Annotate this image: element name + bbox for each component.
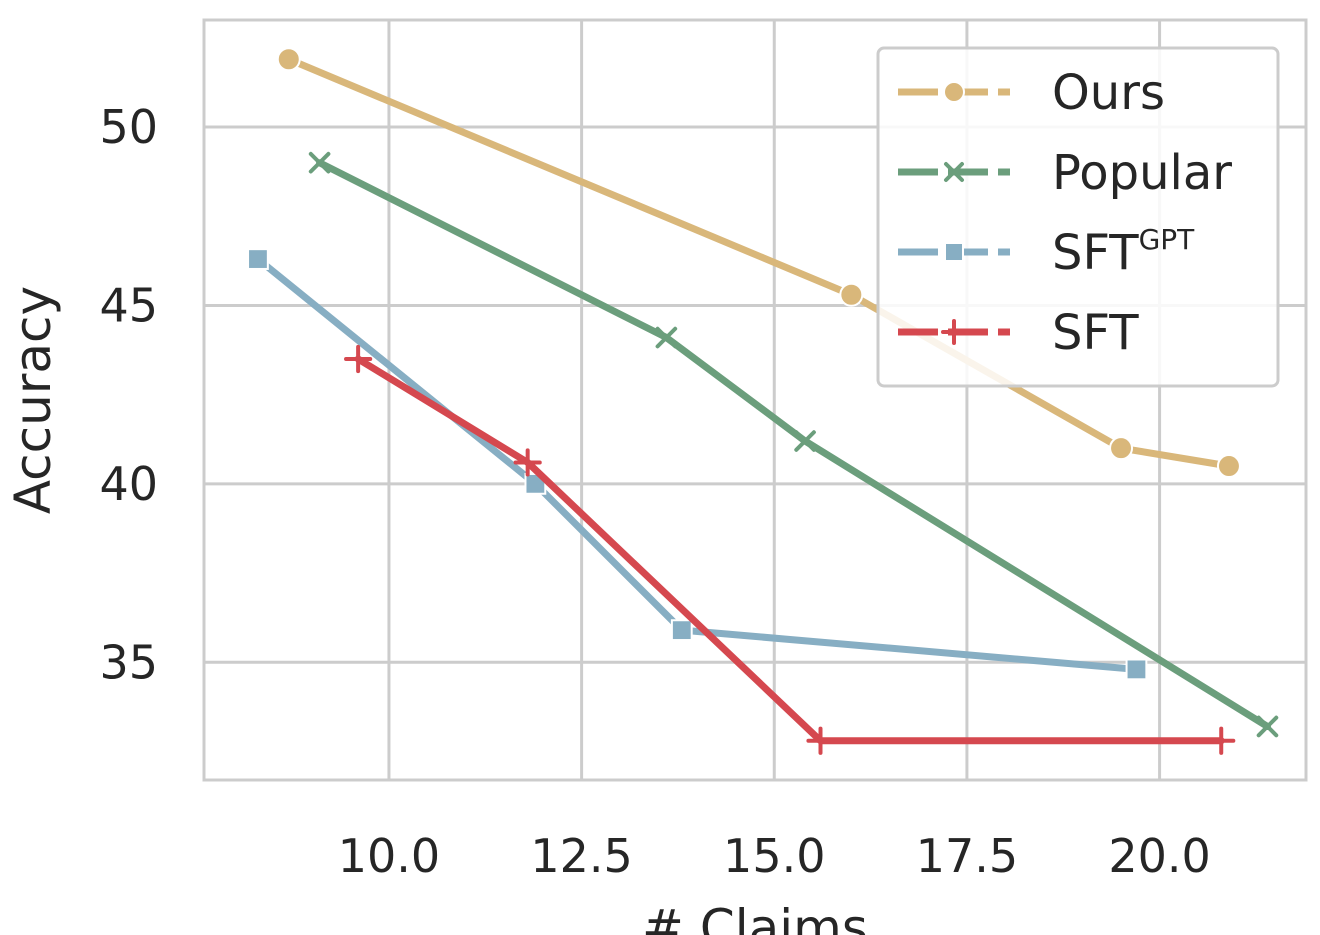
series-line bbox=[316, 159, 1271, 730]
data-point bbox=[1256, 715, 1279, 738]
y-axis-title: Accuracy bbox=[4, 286, 62, 514]
legend-label: Popular bbox=[1052, 145, 1232, 201]
data-point bbox=[794, 430, 816, 452]
x-tick-labels: 10.0 12.5 15.0 17.5 20.0 bbox=[338, 829, 1211, 883]
data-point bbox=[1125, 658, 1148, 681]
data-point bbox=[839, 282, 864, 307]
y-tick-labels: 35 40 45 50 bbox=[99, 100, 158, 689]
data-point bbox=[655, 326, 678, 349]
series-2 bbox=[308, 151, 1279, 738]
legend-label: SFT bbox=[1052, 305, 1139, 361]
legend: Ours Popular SFTGPT SFT bbox=[876, 46, 1280, 388]
legend-swatch-marker bbox=[941, 319, 967, 345]
series-4 bbox=[344, 344, 1236, 755]
y-tick-label: 50 bbox=[99, 100, 158, 154]
y-tick-label: 45 bbox=[99, 278, 158, 332]
legend-item: SFTGPT bbox=[898, 223, 1195, 281]
data-point bbox=[670, 619, 693, 642]
series-line bbox=[354, 355, 1225, 745]
data-point bbox=[806, 726, 835, 755]
x-tick-label: 20.0 bbox=[1108, 829, 1210, 883]
y-tick-label: 35 bbox=[99, 635, 158, 689]
x-tick-label: 12.5 bbox=[530, 829, 632, 883]
data-point bbox=[308, 151, 331, 174]
legend-item: SFT bbox=[898, 305, 1139, 361]
data-point bbox=[247, 248, 269, 270]
legend-label: SFTGPT bbox=[1052, 223, 1195, 281]
legend-swatch-marker bbox=[943, 81, 965, 103]
data-point bbox=[276, 47, 301, 72]
legend-label: Ours bbox=[1052, 65, 1165, 121]
series-3 bbox=[247, 248, 1148, 681]
y-tick-label: 40 bbox=[99, 457, 158, 511]
series-line bbox=[254, 255, 1140, 673]
x-tick-label: 15.0 bbox=[723, 829, 825, 883]
x-axis-title: # Claims bbox=[642, 899, 868, 935]
legend-box bbox=[876, 46, 1280, 388]
legend-swatch-marker bbox=[944, 242, 964, 262]
data-point bbox=[1216, 454, 1241, 479]
plot-frame bbox=[202, 18, 1308, 782]
data-point bbox=[1207, 726, 1236, 755]
legend-swatch-marker bbox=[944, 162, 964, 182]
data-point bbox=[513, 448, 542, 477]
x-tick-label: 17.5 bbox=[916, 829, 1018, 883]
data-point bbox=[1109, 436, 1134, 461]
data-point bbox=[344, 344, 373, 374]
legend-item: Popular bbox=[898, 145, 1232, 201]
legend-item: Ours bbox=[898, 65, 1165, 121]
x-tick-label: 10.0 bbox=[338, 829, 440, 883]
